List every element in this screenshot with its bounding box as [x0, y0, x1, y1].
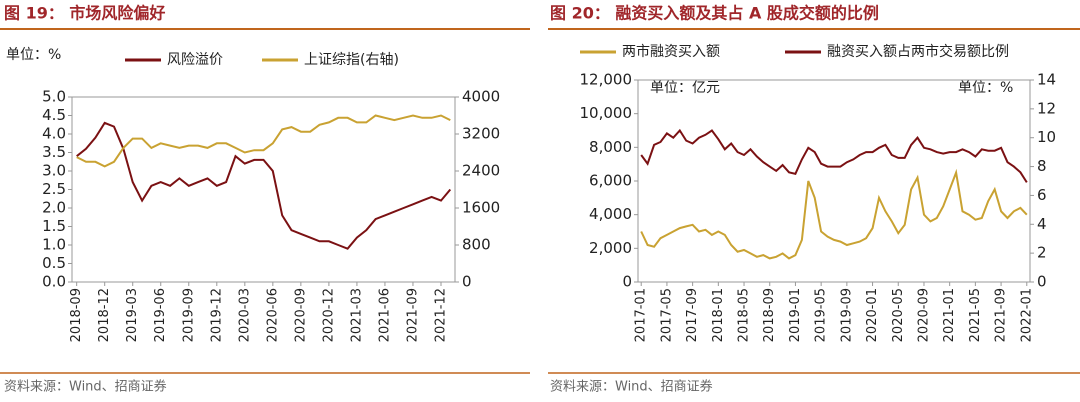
series-line: [76, 114, 451, 168]
y-tick-label: 3.0: [42, 162, 66, 180]
y2-tick-label: 12: [1037, 99, 1056, 117]
x-tick-label: 2020-09: [293, 288, 308, 342]
x-tick-label: 2018-05: [737, 288, 752, 342]
y-tick-label: 10,000: [580, 104, 633, 122]
y-tick-label: 1.5: [42, 217, 66, 235]
x-tick-label: 2021-09: [405, 288, 420, 342]
unit-note: 单位：%: [958, 80, 1013, 96]
x-tick-label: 2021-05: [968, 288, 983, 342]
chart-title: 图 20： 融资买入额及其占 A 股成交额的比例: [550, 4, 879, 23]
plot-frame: [71, 96, 456, 283]
x-tick-label: 2021-01: [942, 288, 957, 342]
y2-tick-label: 800: [462, 236, 491, 254]
y-tick-label: 6,000: [589, 172, 632, 190]
y-tick-label: 5.0: [42, 88, 66, 106]
x-tick-label: 2020-12: [321, 288, 336, 342]
y-tick-label: 2.0: [42, 199, 66, 217]
x-tick-label: 2019-05: [814, 288, 829, 342]
x-tick-label: 2022-01: [1019, 288, 1034, 342]
y2-tick-label: 3200: [462, 125, 500, 143]
x-tick-label: 2019-01: [788, 288, 803, 342]
x-tick-label: 2018-09: [762, 288, 777, 342]
x-tick-label: 2021-09: [994, 288, 1009, 342]
y-tick-label: 2.5: [42, 180, 66, 198]
x-tick-label: 2020-09: [916, 288, 931, 342]
series-line: [640, 128, 1028, 183]
x-tick-label: 2019-12: [209, 288, 224, 342]
legend-label: 上证综指(右轴): [304, 52, 399, 68]
series-line: [76, 121, 452, 250]
y2-tick-label: 4: [1037, 215, 1047, 233]
y2-tick-label: 14: [1037, 71, 1056, 89]
y2-tick-label: 1600: [462, 199, 500, 217]
x-tick-label: 2018-01: [711, 288, 726, 342]
unit-note: 单位：%: [6, 47, 61, 63]
x-tick-label: 2020-03: [237, 288, 252, 342]
y2-tick-label: 0: [462, 273, 472, 291]
x-tick-label: 2021-12: [433, 288, 448, 342]
y-tick-label: 3.5: [42, 143, 66, 161]
y-tick-label: 1.0: [42, 236, 66, 254]
source: 资料来源：Wind、招商证券: [4, 379, 167, 395]
y2-tick-label: 6: [1037, 186, 1047, 204]
chart-title: 图 19： 市场风险偏好: [4, 4, 165, 23]
y2-tick-label: 4000: [462, 88, 500, 106]
x-tick-label: 2017-09: [685, 288, 700, 342]
y-tick-label: 4.5: [42, 106, 66, 124]
y2-tick-label: 0: [1037, 273, 1047, 291]
y-tick-label: 0.0: [42, 273, 66, 291]
x-tick-label: 2018-09: [69, 288, 84, 342]
source: 资料来源：Wind、招商证券: [550, 379, 713, 395]
unit-note: 单位：亿元: [650, 80, 720, 96]
x-tick-label: 2018-12: [97, 288, 112, 342]
y-tick-label: 8,000: [589, 138, 632, 156]
y-tick-label: 2,000: [589, 239, 632, 257]
x-tick-label: 2019-09: [181, 288, 196, 342]
x-tick-label: 2019-06: [153, 288, 168, 342]
y-tick-label: 4.0: [42, 125, 66, 143]
y2-tick-label: 2400: [462, 162, 500, 180]
x-tick-label: 2019-09: [839, 288, 854, 342]
y-tick-label: 0: [622, 273, 632, 291]
x-tick-label: 2021-06: [377, 288, 392, 342]
plot-frame: [637, 79, 1031, 283]
x-tick-label: 2020-06: [265, 288, 280, 342]
x-tick-label: 2020-01: [865, 288, 880, 342]
y-tick-label: 0.5: [42, 254, 66, 272]
legend-label: 两市融资买入额: [622, 43, 720, 60]
series-line: [640, 168, 1028, 260]
y-tick-label: 4,000: [589, 205, 632, 223]
legend-label: 风险溢价: [167, 52, 223, 68]
y2-tick-label: 8: [1037, 157, 1047, 175]
legend-label: 融资买入额占两市交易额比例: [827, 43, 1009, 60]
x-tick-label: 2017-01: [634, 288, 649, 342]
x-tick-label: 2017-05: [659, 288, 674, 342]
y2-tick-label: 10: [1037, 128, 1056, 146]
x-tick-label: 2019-03: [125, 288, 140, 342]
x-tick-label: 2021-03: [349, 288, 364, 342]
x-tick-label: 2020-05: [891, 288, 906, 342]
y2-tick-label: 2: [1037, 244, 1047, 262]
y-tick-label: 12,000: [580, 71, 633, 89]
